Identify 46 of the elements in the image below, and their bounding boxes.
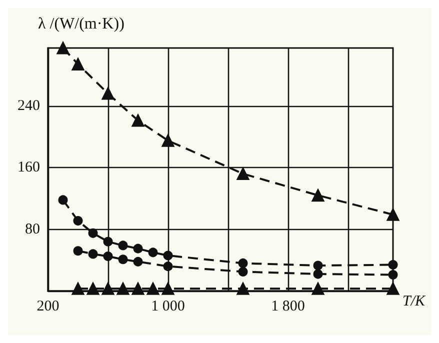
point (102, 282, 114, 295)
x-tick-label: 1 800 (271, 298, 305, 314)
point (148, 248, 158, 258)
point (133, 256, 143, 266)
point (312, 189, 324, 202)
point (133, 244, 143, 254)
point (236, 167, 250, 180)
point (388, 270, 398, 280)
point (86, 282, 100, 295)
point (313, 260, 323, 270)
x-tick-label: 200 (36, 298, 60, 314)
point (103, 252, 113, 262)
y-axis-title: λ /(W/(m·K)) (38, 16, 124, 32)
point (236, 282, 250, 295)
x-tick-label: 1 000 (151, 298, 185, 314)
point (88, 249, 98, 259)
point (72, 58, 84, 70)
point (72, 282, 84, 295)
point (162, 134, 174, 147)
point (58, 195, 68, 205)
point (163, 250, 173, 260)
point (132, 282, 144, 295)
point (73, 246, 83, 256)
point (238, 266, 248, 276)
point (388, 260, 398, 270)
point (386, 282, 400, 295)
point (313, 269, 323, 279)
point (163, 262, 173, 272)
point (162, 282, 174, 295)
point (116, 282, 130, 295)
point (118, 240, 128, 250)
y-tick-label: 160 (18, 160, 40, 176)
point (146, 282, 160, 295)
point (312, 282, 324, 295)
y-tick-label: 240 (18, 98, 40, 114)
point (73, 216, 83, 226)
point (102, 87, 114, 100)
point (103, 236, 113, 246)
point (386, 208, 400, 221)
x-axis-title: T/K (402, 294, 426, 310)
point (56, 42, 70, 54)
point (118, 254, 128, 264)
point (88, 228, 98, 238)
y-tick-label: 80 (25, 221, 40, 238)
point (132, 114, 144, 127)
point (238, 258, 248, 268)
